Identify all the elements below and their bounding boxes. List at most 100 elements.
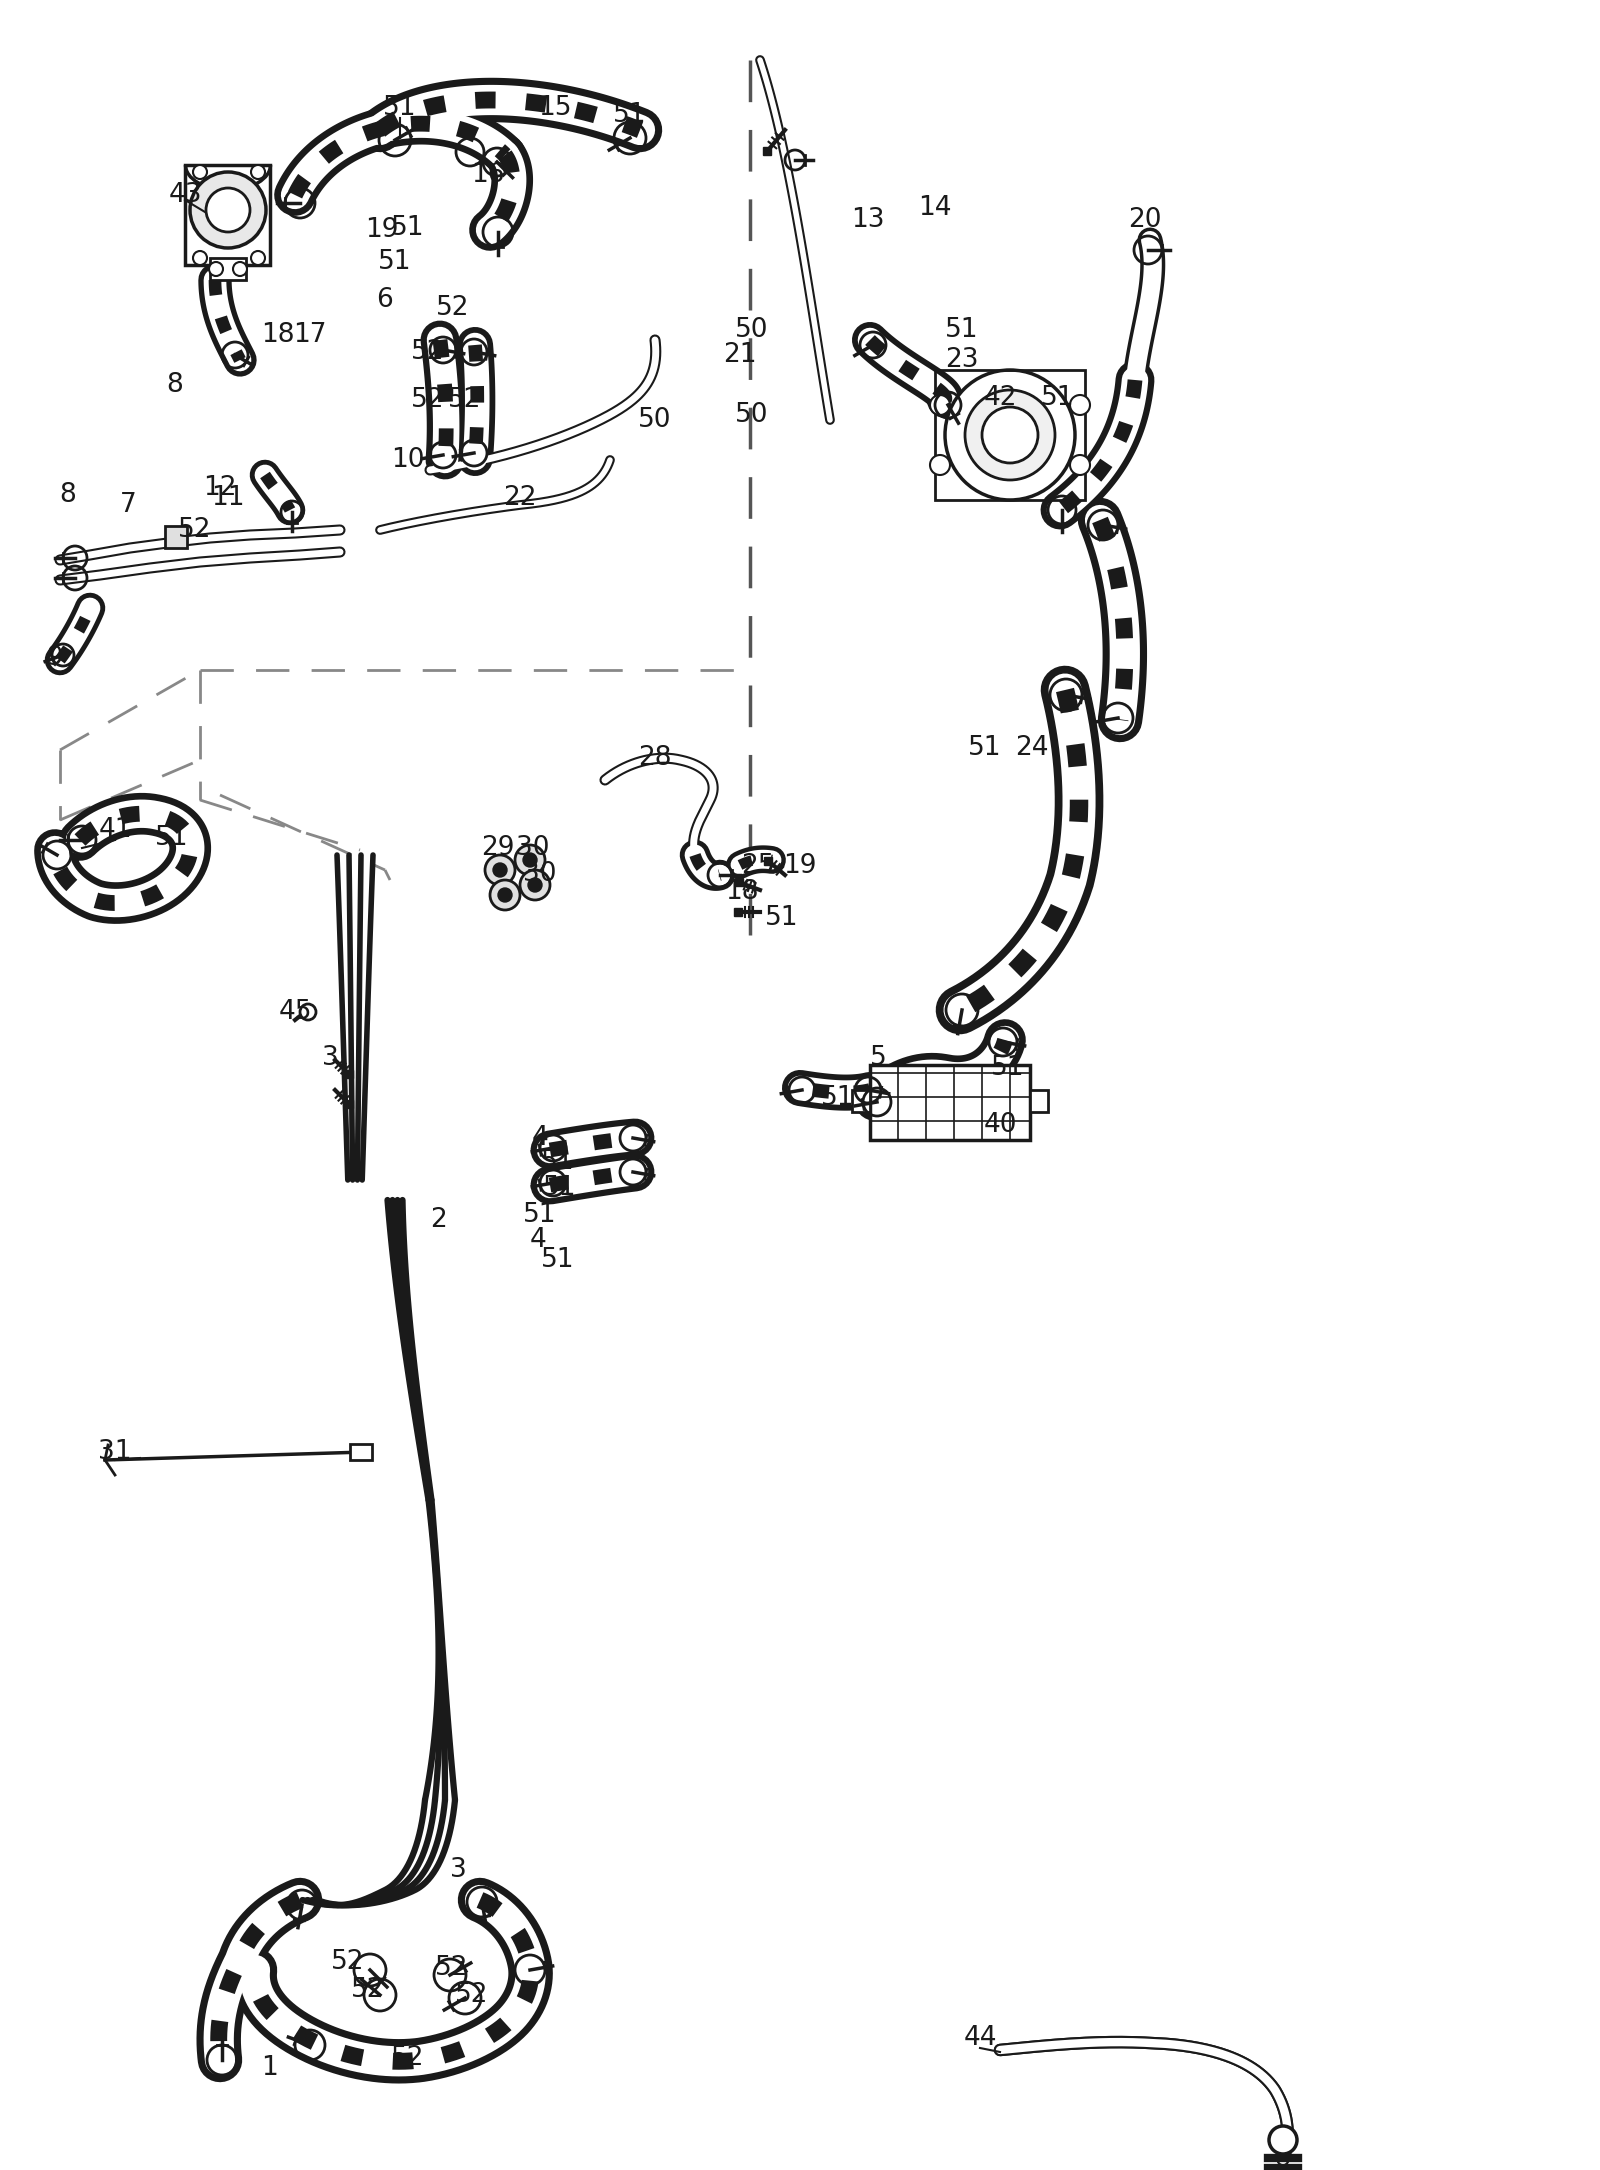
Text: 52: 52 [352, 1977, 384, 2003]
Text: 51: 51 [392, 215, 424, 241]
Circle shape [194, 165, 206, 178]
Text: 12: 12 [203, 475, 237, 501]
Text: 31: 31 [98, 1439, 131, 1465]
Circle shape [194, 252, 206, 265]
Text: 6: 6 [376, 286, 394, 312]
Circle shape [251, 165, 266, 178]
Polygon shape [186, 165, 270, 265]
Text: 42: 42 [984, 384, 1016, 410]
Circle shape [946, 371, 1075, 499]
Bar [346, 1070, 354, 1078]
Text: 19: 19 [365, 217, 398, 243]
Text: 51: 51 [155, 825, 189, 851]
Text: 8: 8 [59, 482, 77, 508]
Text: 15: 15 [538, 95, 571, 122]
Circle shape [930, 395, 950, 414]
Circle shape [965, 391, 1054, 480]
Text: 51: 51 [384, 95, 416, 122]
Text: 43: 43 [168, 182, 202, 208]
Text: 21: 21 [723, 343, 757, 369]
Bar [350, 1443, 371, 1460]
Circle shape [485, 855, 515, 885]
Circle shape [490, 881, 520, 909]
Text: 22: 22 [504, 486, 536, 510]
Text: 28: 28 [638, 744, 672, 770]
Text: 23: 23 [946, 347, 979, 373]
Text: 3: 3 [322, 1046, 338, 1072]
Text: 52: 52 [448, 386, 482, 412]
Circle shape [210, 263, 222, 276]
Text: 51: 51 [613, 102, 646, 128]
Text: 2: 2 [430, 1207, 446, 1233]
Text: 51: 51 [765, 905, 798, 931]
Bar [870, 1065, 1030, 1139]
Text: 11: 11 [211, 486, 245, 510]
Text: 10: 10 [392, 447, 424, 473]
Text: 8: 8 [166, 371, 184, 397]
Circle shape [234, 263, 246, 276]
Circle shape [206, 189, 250, 232]
Text: 30: 30 [517, 835, 550, 861]
Bar [165, 525, 187, 549]
Circle shape [1269, 2127, 1298, 2155]
Text: 13: 13 [851, 206, 885, 232]
Text: 52: 52 [331, 1949, 365, 1975]
Circle shape [493, 864, 507, 877]
Text: 29: 29 [482, 835, 515, 861]
Circle shape [251, 252, 266, 265]
Text: 52: 52 [437, 295, 470, 321]
Text: 9: 9 [46, 644, 64, 671]
Text: 51: 51 [1042, 384, 1075, 410]
Text: 51: 51 [821, 1085, 854, 1111]
Text: 52: 52 [411, 339, 445, 365]
Text: 51: 51 [541, 1148, 574, 1174]
Text: 50: 50 [736, 401, 768, 427]
Text: 30: 30 [523, 861, 557, 888]
Text: 51: 51 [541, 1248, 574, 1274]
Circle shape [520, 870, 550, 901]
Bar [765, 857, 773, 866]
Circle shape [523, 853, 538, 868]
Text: 25: 25 [741, 853, 774, 879]
Bar [851, 1089, 870, 1111]
Bar [346, 1100, 354, 1109]
Text: 41: 41 [98, 816, 131, 842]
Text: 52: 52 [456, 1981, 488, 2007]
Text: 5: 5 [870, 1046, 886, 1072]
Circle shape [301, 1005, 317, 1020]
Text: 52: 52 [411, 386, 445, 412]
Text: 52: 52 [435, 1955, 469, 1981]
Circle shape [1070, 456, 1090, 475]
Text: 52: 52 [392, 2044, 424, 2070]
Text: 51: 51 [544, 1174, 576, 1200]
Text: 14: 14 [918, 195, 952, 221]
Text: 44: 44 [963, 2025, 997, 2051]
Text: 51: 51 [992, 1055, 1024, 1081]
Circle shape [982, 408, 1038, 462]
Text: 40: 40 [984, 1111, 1016, 1137]
Circle shape [498, 888, 512, 903]
Text: 51: 51 [946, 317, 979, 343]
Circle shape [1070, 395, 1090, 414]
Text: 51: 51 [523, 1202, 557, 1228]
Bar [736, 879, 744, 888]
Bar [763, 148, 771, 156]
Text: 3: 3 [450, 1858, 466, 1884]
Bar [210, 258, 246, 280]
Text: 51: 51 [968, 736, 1002, 762]
Text: 18: 18 [261, 321, 294, 347]
Text: 51: 51 [378, 250, 411, 276]
Text: 4: 4 [530, 1226, 546, 1252]
Circle shape [190, 171, 266, 247]
Text: 24: 24 [1016, 736, 1048, 762]
Circle shape [930, 456, 950, 475]
Circle shape [528, 879, 542, 892]
Text: 20: 20 [1128, 206, 1162, 232]
Bar [934, 371, 1085, 499]
Bar [734, 907, 742, 916]
Text: 52: 52 [178, 516, 211, 542]
Text: 7: 7 [120, 493, 136, 519]
Text: 1: 1 [262, 2055, 278, 2081]
Bar [1030, 1089, 1048, 1111]
Text: 19: 19 [784, 853, 816, 879]
